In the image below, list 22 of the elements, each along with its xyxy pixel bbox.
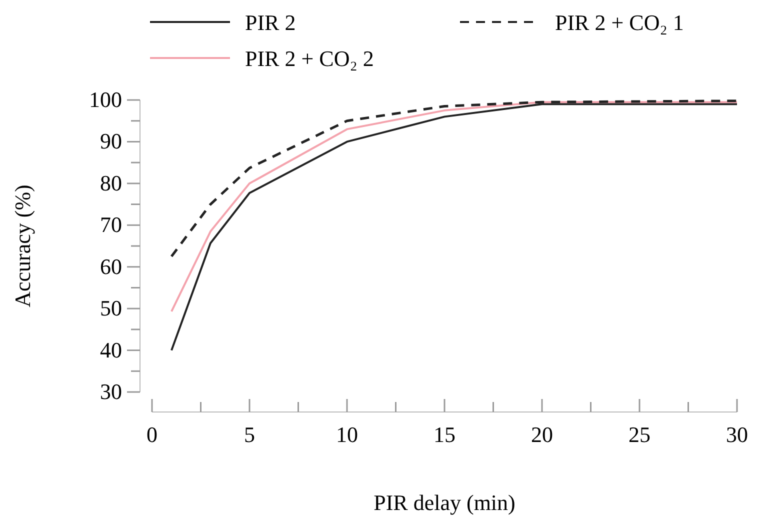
legend-label: PIR 2 [245, 10, 296, 35]
y-axis-title: Accuracy (%) [10, 184, 35, 308]
x-tick-label: 5 [244, 422, 255, 447]
x-tick-label: 15 [434, 422, 456, 447]
y-tick-label: 100 [89, 87, 122, 112]
x-tick-label: 0 [146, 422, 158, 447]
y-tick-label: 70 [100, 212, 122, 238]
legend-label: PIR 2 + CO₂ 1 [555, 10, 684, 35]
legend-label: PIR 2 + CO₂ 2 [245, 46, 374, 71]
y-tick-label: 90 [100, 128, 122, 154]
line-series [170, 101, 738, 312]
x-tick-label: 20 [531, 422, 553, 447]
y-tick-label: 30 [100, 379, 122, 404]
x-axis-title: PIR delay (min) [374, 490, 516, 515]
line-series [170, 103, 738, 352]
x-tick-label: 10 [336, 422, 358, 447]
y-tick-label: 40 [100, 337, 122, 362]
x-tick-label: 30 [726, 422, 748, 447]
y-tick-label: 80 [100, 170, 122, 196]
y-tick-label: 50 [100, 296, 122, 321]
x-tick-label: 25 [628, 422, 650, 447]
y-tick-label: 60 [100, 254, 122, 279]
